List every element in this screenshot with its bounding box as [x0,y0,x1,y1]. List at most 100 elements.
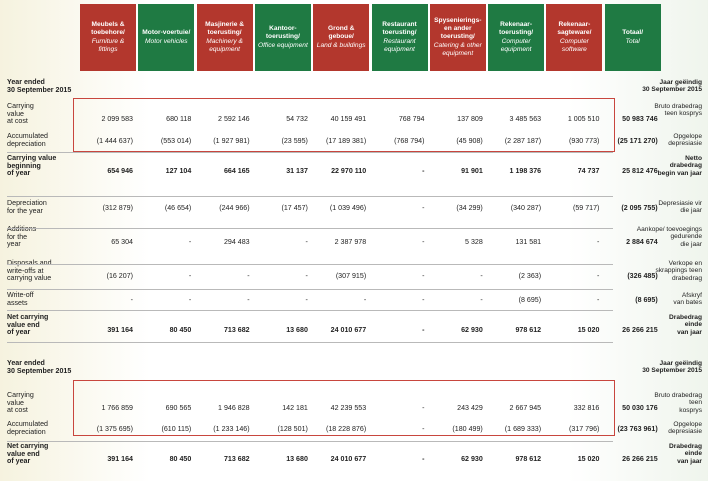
section2-cell: (1 689 333) [504,425,542,433]
section1-cell: 2 884 674 [626,238,658,246]
section1-cell: - [305,272,308,280]
section2-cell: - [422,455,425,463]
section1-cell: 978 612 [515,326,542,334]
column-header-en: Computer equipment [500,37,532,53]
column-header-af: Rekenaar-toerusting/ [499,21,534,37]
section1-cell: (340 287) [510,204,542,212]
section1-row-divider [7,289,613,290]
section1-cell: 1 198 376 [509,167,542,175]
section1-cell: (326 485) [627,272,658,280]
section1-cell: 80 450 [169,326,192,334]
section1-row-divider [7,342,613,343]
column-header-en: Computer software [559,37,589,53]
section1-cell: - [305,296,308,304]
section1-cell: 1 005 510 [567,115,600,123]
section1-cell: 54 732 [286,115,308,123]
column-header-6: Restaurant toerusting/Restaurant equipme… [371,4,428,71]
section2-cell: 26 266 215 [622,455,658,463]
section1-cell: - [422,326,425,334]
section1-cell: (17 457) [281,204,308,212]
section2-row-label: Accumulated depreciation [7,420,49,436]
section2-cell: 2 667 945 [509,404,542,412]
column-header-text: Grond & geboue/Land & buildings [315,25,367,50]
section1-cell: 2 387 978 [334,238,367,246]
right-background-gradient [568,0,708,481]
section1-cell: - [188,296,192,304]
section1-cell: 74 737 [577,167,600,175]
section1-cell: 13 680 [286,326,308,334]
section1-cell: 664 165 [223,167,250,175]
section1-cell: - [597,296,600,304]
column-header-af: Grond & geboue/ [328,25,355,41]
section1-cell: 391 164 [107,326,133,334]
column-header-text: Spysenierings-en ander toerusting/Cateri… [432,17,484,58]
section1-row-label-af: Bruto drabedrag teen kosprys [654,103,702,118]
column-header-en: Catering & other equipment [433,41,482,57]
section1-cell: (34 299) [456,204,483,212]
section1-cell: (307 915) [335,272,367,280]
section1-cell: - [597,238,600,246]
section1-cell: (17 189 381) [325,137,367,145]
section1-cell: 680 118 [166,115,192,123]
section1-cell: 713 682 [223,326,250,334]
section2-cell: (18 228 876) [325,425,367,433]
section1-cell: 2 099 583 [101,115,133,123]
column-header-8: Rekenaar-toerusting/Computer equipment [488,4,545,71]
section1-title-en: Year ended 30 September 2015 [7,78,72,94]
column-header-en: Motor vehicles [145,37,188,45]
section1-cell: 50 983 746 [622,115,658,123]
section1-cell: 3 485 563 [509,115,542,123]
section1-row-label: Carrying value at cost [7,102,34,126]
section1-cell: 24 010 677 [330,326,367,334]
section2-cell: 42 239 553 [330,404,367,412]
section2-cell: 62 930 [461,455,483,463]
section1-row-label: Disposals and write-offs at carrying value [7,259,52,283]
section2-cell: 332 816 [573,404,600,412]
column-header-10: Totaal/Total [604,4,661,71]
section2-cell: (23 763 961) [617,425,658,433]
section2-cell: 50 030 176 [622,404,658,412]
section2-cell: - [422,404,425,412]
column-header-af: Restaurant toerusting/ [382,21,417,37]
section1-cell: (1 444 637) [96,137,133,145]
section1-cell: 15 020 [577,326,600,334]
section1-row-divider [7,152,613,153]
column-header-af: Rekenaar-sagteware/ [557,21,592,37]
column-header-text: Meubels & toebehore/Furniture & fittings [82,21,134,54]
section2-cell: (610 115) [161,425,192,433]
section1-cell: (8 695) [635,296,658,304]
column-header-text: Rekenaar-sagteware/Computer software [548,21,600,54]
section1-row-label-af: Aankope/ toevoegings gedurende die jaar [636,226,702,248]
section2-cell: (180 499) [452,425,483,433]
section2-row-label: Net carrying value end of year [7,442,49,466]
section1-row-divider [7,228,613,229]
section1-cell: 294 483 [223,238,250,246]
section1-row-label-af: Netto drabedrag begin van jaar [657,155,702,177]
section1-row-label: Depreciation for the year [7,199,47,215]
section1-cell: (8 695) [518,296,542,304]
section1-cell: - [480,296,483,304]
section1-cell: - [130,296,133,304]
section1-cell: 26 266 215 [622,326,658,334]
column-header-text: Rekenaar-toerusting/Computer equipment [490,21,542,54]
section1-cell: 654 946 [107,167,133,175]
section1-row-divider [7,196,613,197]
section1-cell: - [422,296,425,304]
section1-cell: 22 970 110 [331,167,367,175]
column-header-1: Meubels & toebehore/Furniture & fittings [80,4,136,71]
section1-cell: - [480,272,483,280]
column-header-af: Totaal/ [622,29,644,37]
section2-cell: - [422,425,425,433]
column-header-2: Motor-voertuie/Motor vehicles [138,4,195,71]
section1-cell: 65 304 [111,238,133,246]
section2-cell: 142 181 [282,404,308,412]
section1-title-af: Jaar geëindig 30 September 2015 [642,79,702,94]
section1-row-label-af: Afskryf van bates [673,292,702,307]
section1-cell: - [363,296,367,304]
section1-cell: (16 207) [106,272,133,280]
section2-cell: 713 682 [223,455,250,463]
section1-row-label-af: Depresiasie vir die jaar [658,200,702,215]
section1-cell: - [597,272,600,280]
section1-cell: - [188,272,192,280]
section1-row-label: Additions for the year [7,225,37,249]
